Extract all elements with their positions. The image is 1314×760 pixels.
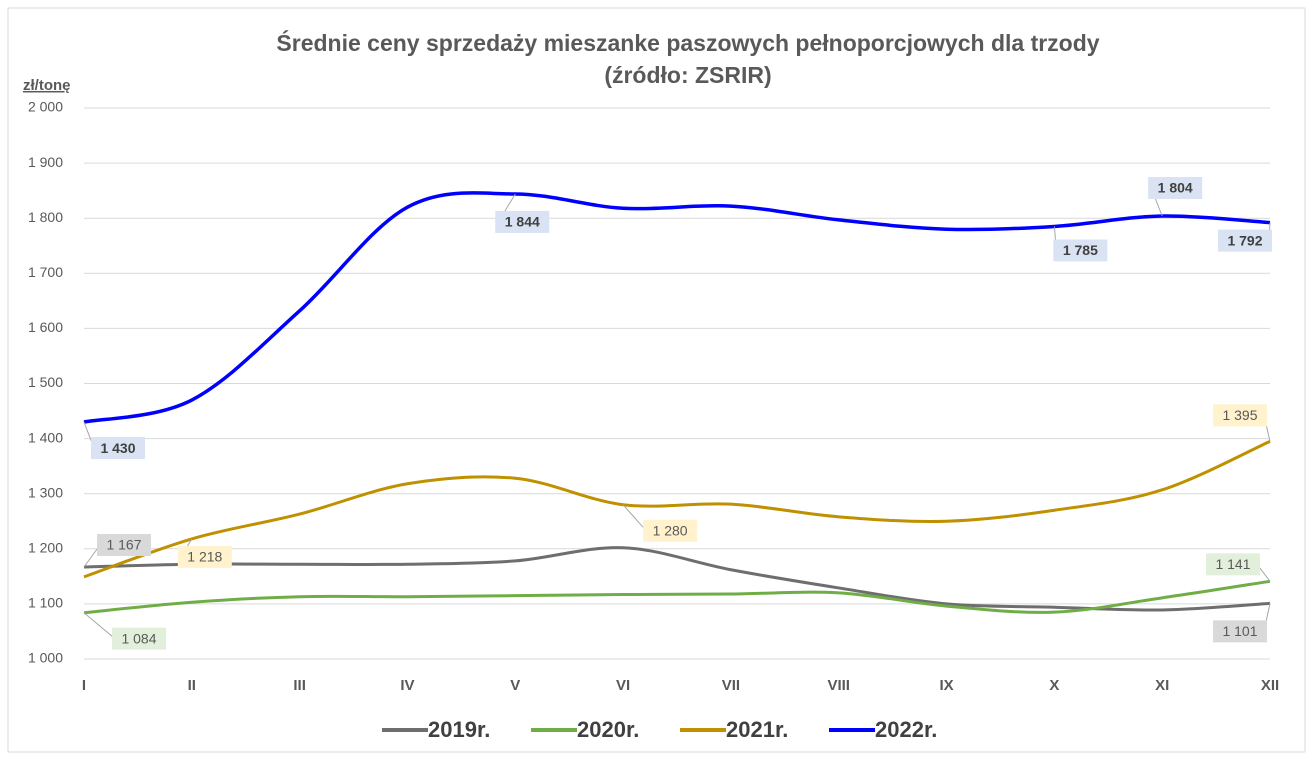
y-tick-label: 1 800 [28,209,63,225]
y-tick-label: 1 300 [28,484,63,500]
y-tick-label: 2 000 [28,99,63,115]
x-tick-label: VIII [827,677,850,694]
data-label-box [91,437,145,460]
data-label: 1 792 [1227,232,1262,248]
chart-subtitle: (źródło: ZSRIR) [604,62,771,88]
x-tick-label: III [293,677,306,694]
data-label-box [1213,620,1267,643]
x-tick-label: X [1049,677,1059,694]
data-label-box [112,627,166,650]
x-tick-label: V [510,677,520,694]
data-label: 1 280 [653,522,688,538]
y-tick-label: 1 700 [28,264,63,280]
legend-label: 2020r. [577,717,639,742]
x-tick-label: XII [1261,677,1279,694]
data-label: 1 844 [505,214,540,230]
y-tick-label: 1 600 [28,319,63,335]
line-series [83,579,1271,615]
label-leader [83,612,116,640]
data-label-box [177,545,232,568]
data-label: 1 218 [187,549,222,565]
line-series [83,439,1271,579]
chart-frame [7,7,1306,753]
x-tick-label: VII [722,677,740,694]
data-label-box [1148,176,1203,199]
data-label: 1 141 [1215,556,1250,572]
data-label-box [1206,553,1260,576]
legend-label: 2019r. [428,717,490,742]
label-leader [622,504,647,532]
x-tick-label: II [188,677,196,694]
data-label: 1 785 [1063,242,1098,258]
data-label: 1 430 [100,440,135,456]
line-series [83,191,1271,424]
y-tick-label: 1 500 [28,374,63,390]
data-label: 1 167 [106,537,141,553]
chart-title: Średnie ceny sprzedaży mieszanke paszowy… [276,29,1099,56]
data-label-box [495,210,550,233]
y-tick-label: 1 400 [28,429,63,445]
y-tick-label: 1 900 [28,154,63,170]
x-tick-label: IV [400,677,414,694]
line-series [83,546,1271,612]
y-tick-label: 1 000 [28,650,63,666]
x-tick-label: I [82,677,86,694]
y-tick-label: 1 100 [28,595,63,611]
legend-label: 2021r. [726,717,788,742]
data-label-box [1053,239,1108,262]
data-label: 1 101 [1222,623,1257,639]
data-label-box [1213,404,1267,427]
data-label-box [97,533,151,556]
x-tick-label: VI [616,677,630,694]
data-label: 1 084 [121,630,156,646]
legend-label: 2022r. [875,717,937,742]
data-label-box [643,519,698,542]
y-tick-label: 1 200 [28,540,63,556]
x-tick-label: IX [939,677,953,694]
x-tick-label: XI [1155,677,1169,694]
data-label: 1 804 [1158,180,1193,196]
data-label: 1 395 [1222,407,1257,423]
data-label-box [1218,229,1272,252]
y-axis-label: zł/tonę [23,77,71,94]
